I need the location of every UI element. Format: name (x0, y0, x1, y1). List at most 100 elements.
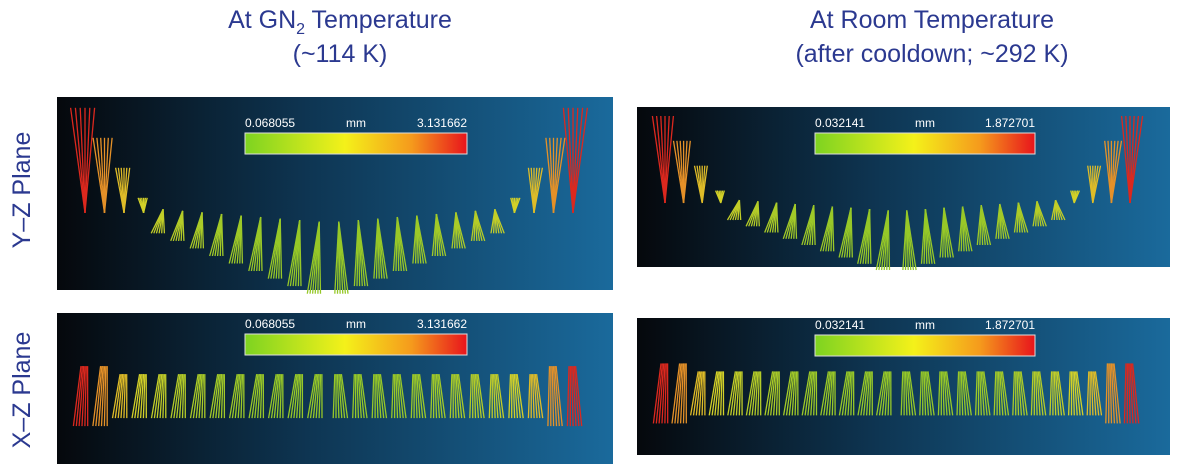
displacement-line (340, 374, 349, 419)
displacement-line (745, 371, 755, 416)
displacement-line (220, 374, 224, 419)
displacement-line (123, 374, 127, 419)
displacement-line (1053, 371, 1057, 416)
displacement-bundle (745, 201, 760, 227)
displacement-line (254, 374, 261, 419)
displacement-line (1056, 371, 1063, 416)
displacement-line (217, 374, 223, 419)
displacement-line (198, 374, 203, 419)
displacement-line (900, 371, 904, 416)
displacement-bundle (819, 206, 835, 252)
displacement-line (142, 374, 146, 419)
displacement-line (279, 374, 283, 419)
displacement-line (270, 374, 279, 419)
panel: 0.032141 mm 1.872701 (637, 107, 1170, 271)
displacement-line (103, 137, 113, 213)
displacement-line (794, 203, 798, 239)
displacement-line (1054, 371, 1060, 416)
displacement-line (81, 366, 86, 427)
displacement-line (457, 374, 466, 419)
displacement-line (655, 115, 666, 204)
displacement-line (804, 371, 812, 416)
displacement-line (906, 210, 917, 271)
displacement-bundle (451, 212, 466, 249)
displacement-line (358, 374, 365, 419)
displacement-line (652, 363, 662, 424)
displacement-bundle (69, 107, 96, 213)
displacement-line (551, 366, 555, 427)
displacement-line (379, 374, 388, 419)
displacement-line (220, 213, 224, 257)
displacement-line (456, 374, 463, 419)
displacement-line (315, 374, 320, 419)
displacement-line (356, 374, 360, 419)
displacement-line (720, 371, 723, 416)
displacement-line (572, 107, 589, 213)
colorbar (244, 132, 468, 155)
displacement-bundle (170, 210, 185, 242)
displacement-bundle (72, 366, 89, 427)
displacement-line (153, 374, 162, 419)
displacement-line (908, 371, 917, 416)
displacement-line (979, 371, 982, 416)
displacement-bundle (287, 373, 304, 419)
displacement-line (494, 209, 505, 234)
displacement-line (430, 374, 434, 419)
displacement-line (98, 366, 104, 427)
displacement-bundle (267, 373, 284, 419)
displacement-line (1123, 363, 1127, 424)
displacement-line (95, 366, 103, 427)
displacement-bundle (373, 218, 388, 279)
title-subscript: 2 (296, 21, 305, 38)
displacement-bundle (508, 374, 524, 419)
displacement-line (764, 371, 774, 416)
displacement-bundle (782, 371, 799, 416)
displacement-line (820, 371, 830, 416)
displacement-line (78, 366, 85, 427)
displacement-bundle (547, 366, 563, 427)
displacement-line (1090, 371, 1094, 416)
displacement-line (114, 374, 123, 419)
displacement-bundle (693, 165, 708, 204)
displacement-line (1105, 363, 1109, 424)
displacement-line (945, 371, 954, 416)
displacement-line (336, 374, 340, 419)
displacement-line (664, 115, 670, 204)
displacement-line (414, 374, 418, 419)
displacement-line (1070, 190, 1075, 204)
colorbar-max: 3.131662 (417, 317, 467, 331)
displacement-bundle (902, 210, 917, 271)
colorbar-min: 0.032141 (815, 318, 865, 332)
displacement-bundle (1030, 371, 1047, 416)
displacement-line (371, 374, 375, 419)
displacement-line (720, 190, 725, 204)
displacement-line (844, 371, 851, 416)
displacement-line (492, 374, 496, 419)
displacement-line (881, 371, 888, 416)
displacement-line (907, 371, 914, 416)
displacement-bundle (150, 373, 167, 419)
colorbar (244, 333, 468, 356)
displacement-bundle (727, 371, 743, 416)
displacement-bundle (1087, 165, 1102, 204)
displacement-line (318, 374, 322, 419)
displacement-line (980, 371, 985, 416)
displacement-line (1035, 371, 1038, 416)
displacement-bundle (562, 107, 589, 213)
displacement-line (1012, 371, 1016, 416)
displacement-line (923, 371, 927, 416)
displacement-bundle (1067, 371, 1084, 416)
displacement-line (257, 374, 262, 419)
displacement-line (195, 374, 202, 419)
displacement-bundle (111, 373, 128, 419)
displacement-line (1073, 371, 1078, 416)
displacement-line (974, 371, 978, 416)
displacement-line (534, 374, 541, 419)
displacement-line (574, 366, 583, 427)
displacement-line (469, 374, 473, 419)
displacement-line (156, 374, 163, 419)
displacement-line (788, 371, 795, 416)
displacement-bundle (920, 208, 936, 264)
displacement-line (494, 374, 499, 419)
